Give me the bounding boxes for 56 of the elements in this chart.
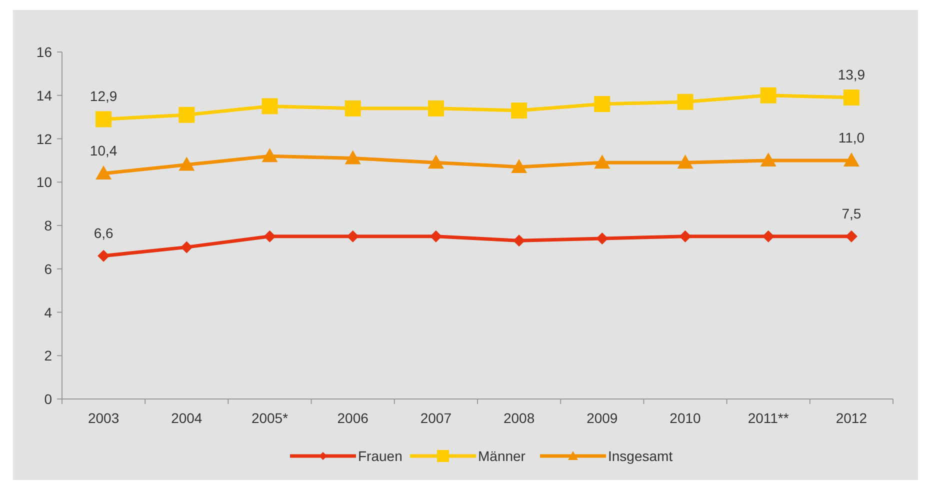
point — [677, 154, 694, 169]
y-tick-label: 14 — [36, 87, 52, 104]
data-label: 10,4 — [90, 142, 118, 158]
y-tick-label: 2 — [44, 348, 52, 364]
point — [843, 152, 860, 166]
point — [344, 100, 361, 116]
data-label: 11,0 — [838, 129, 865, 146]
point — [96, 165, 112, 180]
x-tick-label: 2009 — [586, 410, 618, 426]
point — [762, 230, 774, 242]
x-tick-label: 2006 — [337, 410, 369, 426]
y-tick-label: 12 — [36, 130, 52, 147]
point — [178, 156, 195, 171]
point — [596, 232, 608, 245]
y-tick-label: 10 — [36, 174, 52, 190]
x-tick-label: 2007 — [420, 410, 452, 426]
point — [760, 87, 776, 104]
point — [262, 98, 278, 114]
point — [594, 154, 610, 169]
data-label: 12,9 — [90, 88, 118, 104]
legend-label: Insgesamt — [608, 448, 673, 464]
point — [513, 234, 526, 247]
point — [180, 241, 193, 254]
point — [98, 250, 110, 262]
y-tick-label: 4 — [44, 304, 52, 320]
x-tick-label: 2004 — [171, 410, 202, 426]
y-tick-label: 0 — [44, 391, 52, 407]
point — [760, 152, 776, 166]
x-tick-label: 2003 — [88, 410, 120, 426]
x-tick-label: 2005* — [251, 410, 289, 426]
y-tick-label: 16 — [36, 44, 52, 60]
y-tick-label: 6 — [44, 260, 52, 277]
point — [264, 230, 276, 242]
point — [679, 230, 692, 242]
y-tick-label: 8 — [44, 218, 52, 234]
point — [346, 230, 359, 242]
legend-label: Frauen — [358, 448, 402, 464]
data-label: 13,9 — [838, 66, 866, 83]
point — [843, 90, 860, 106]
point — [262, 148, 278, 162]
x-tick-label: 2011** — [748, 410, 790, 426]
x-tick-label: 2008 — [503, 410, 535, 426]
point — [96, 111, 112, 128]
point — [428, 100, 444, 116]
legend-label: Männer — [478, 448, 526, 464]
point — [511, 158, 528, 173]
data-label: 7,5 — [842, 205, 862, 222]
point — [677, 94, 694, 110]
point — [344, 150, 361, 164]
x-tick-label: 2010 — [670, 410, 702, 426]
data-label: 6,6 — [94, 224, 114, 241]
x-tick-label: 2012 — [836, 410, 868, 426]
point — [428, 154, 444, 169]
point — [178, 106, 195, 123]
point — [594, 96, 610, 112]
point — [511, 102, 528, 119]
